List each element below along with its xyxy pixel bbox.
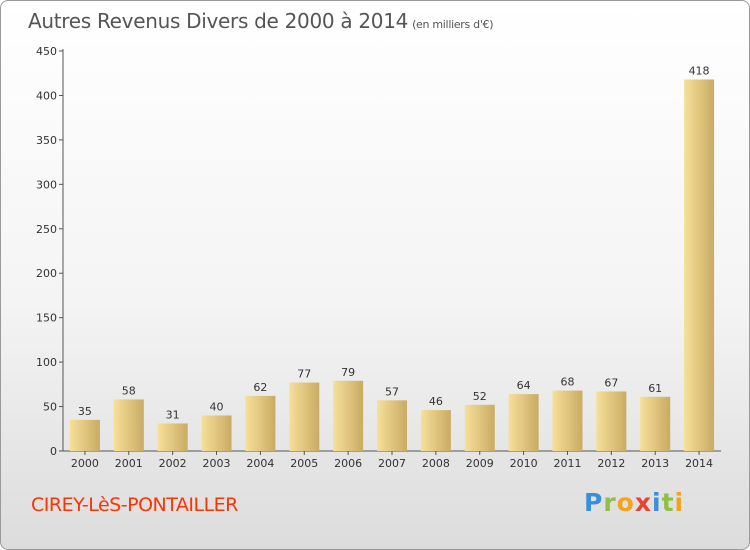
y-tick-label: 350 bbox=[36, 134, 57, 147]
bar-value-label: 67 bbox=[604, 376, 618, 389]
x-tick-label: 2003 bbox=[203, 457, 231, 470]
logo-letter: i bbox=[674, 488, 685, 517]
bar bbox=[69, 419, 100, 451]
y-tick-label: 300 bbox=[36, 178, 57, 191]
bar-value-label: 58 bbox=[122, 384, 136, 397]
x-tick-label: 2009 bbox=[466, 457, 494, 470]
bar bbox=[684, 79, 715, 451]
bar bbox=[508, 394, 539, 451]
bar bbox=[201, 415, 232, 451]
x-tick-label: 2013 bbox=[641, 457, 669, 470]
bar bbox=[333, 380, 364, 451]
bar-value-label: 31 bbox=[166, 408, 180, 421]
x-tick-label: 2010 bbox=[510, 457, 538, 470]
bar-value-label: 35 bbox=[78, 405, 92, 418]
logo-letter: P bbox=[584, 488, 604, 517]
x-tick-label: 2014 bbox=[685, 457, 713, 470]
bar-value-label: 52 bbox=[473, 390, 487, 403]
logo-letter: i bbox=[652, 488, 662, 517]
x-tick-label: 2001 bbox=[115, 457, 143, 470]
y-tick-label: 100 bbox=[36, 356, 57, 369]
x-tick-label: 2011 bbox=[553, 457, 581, 470]
proxiti-logo: Proxiti bbox=[584, 488, 684, 517]
bar-value-label: 77 bbox=[297, 368, 311, 381]
x-tick-label: 2006 bbox=[334, 457, 362, 470]
x-tick-label: 2007 bbox=[378, 457, 406, 470]
y-tick-label: 250 bbox=[36, 223, 57, 236]
logo-letter: t bbox=[661, 488, 675, 517]
bar bbox=[464, 404, 495, 451]
bar-value-label: 40 bbox=[210, 400, 224, 413]
bar bbox=[596, 391, 627, 451]
bar-value-label: 418 bbox=[689, 64, 710, 77]
logo-letter: x bbox=[634, 488, 652, 517]
x-tick-label: 2000 bbox=[71, 457, 99, 470]
bar bbox=[113, 399, 144, 451]
bar-value-label: 46 bbox=[429, 395, 443, 408]
x-tick-label: 2008 bbox=[422, 457, 450, 470]
chart-title: Autres Revenus Divers de 2000 à 2014 (en … bbox=[28, 9, 494, 33]
y-tick-label: 200 bbox=[36, 267, 57, 280]
bar-value-label: 62 bbox=[253, 381, 267, 394]
x-tick-label: 2012 bbox=[597, 457, 625, 470]
x-tick-label: 2002 bbox=[159, 457, 187, 470]
logo-letter: o bbox=[616, 488, 635, 517]
logo-letter: r bbox=[603, 488, 617, 517]
bar bbox=[289, 382, 320, 451]
y-tick-label: 450 bbox=[36, 45, 57, 58]
bar bbox=[245, 395, 276, 451]
bar-value-label: 61 bbox=[648, 382, 662, 395]
bar bbox=[552, 390, 583, 451]
y-tick-label: 0 bbox=[50, 445, 57, 458]
y-tick-label: 50 bbox=[43, 401, 57, 414]
commune-name: CIREY-LèS-PONTAILLER bbox=[31, 494, 238, 516]
bar-value-label: 64 bbox=[517, 379, 531, 392]
bar bbox=[420, 410, 451, 451]
x-tick-label: 2005 bbox=[290, 457, 318, 470]
bar bbox=[640, 396, 671, 451]
bar-value-label: 57 bbox=[385, 385, 399, 398]
y-tick-label: 150 bbox=[36, 312, 57, 325]
bar bbox=[377, 400, 407, 451]
x-tick-label: 2004 bbox=[246, 457, 274, 470]
bar-value-label: 79 bbox=[341, 366, 355, 379]
bar-value-label: 68 bbox=[560, 376, 574, 389]
bar bbox=[157, 423, 188, 451]
y-tick-label: 400 bbox=[36, 89, 57, 102]
chart-subtitle: (en milliers d'€) bbox=[412, 18, 494, 31]
